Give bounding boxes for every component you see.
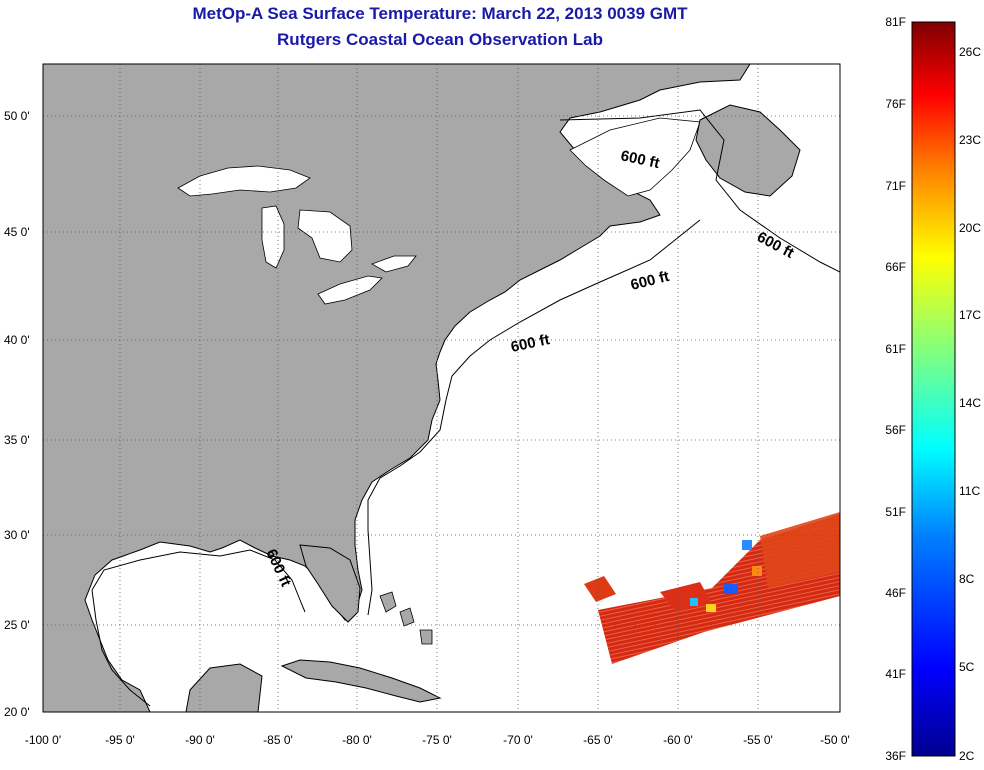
colorbar-c-label: 14C — [959, 396, 981, 410]
lat-tick-label: 50 0' — [4, 109, 30, 123]
map-title: MetOp-A Sea Surface Temperature: March 2… — [192, 4, 688, 23]
lat-tick-label: 20 0' — [4, 705, 30, 719]
colorbar-c-label: 26C — [959, 45, 981, 59]
lake-huron — [297, 209, 353, 263]
land-yucatan — [185, 663, 263, 712]
colorbar-f-label: 76F — [885, 97, 906, 111]
colorbar-f-label: 56F — [885, 423, 906, 437]
colorbar-c-label: 5C — [959, 660, 975, 674]
depth-contour-600ft — [91, 109, 840, 707]
lat-tick-label: 30 0' — [4, 528, 30, 542]
lon-tick-label: -85 0' — [263, 733, 293, 747]
lat-tick-label: 35 0' — [4, 433, 30, 447]
colorbar-c-label: 11C — [959, 484, 980, 498]
colorbar-f-label: 66F — [885, 260, 906, 274]
lon-tick-label: -70 0' — [503, 733, 533, 747]
lon-tick-label: -90 0' — [185, 733, 215, 747]
lon-tick-label: -55 0' — [743, 733, 773, 747]
map-frame — [42, 63, 841, 713]
colorbar-c-label: 8C — [959, 572, 975, 586]
colorbar-c-label: 17C — [959, 308, 981, 322]
lat-tick-label: 40 0' — [4, 333, 30, 347]
colorbar-c-label: 23C — [959, 133, 981, 147]
land-florida — [299, 544, 361, 623]
land-bahamas — [379, 591, 433, 645]
colorbar — [911, 21, 956, 757]
colorbar-f-label: 41F — [885, 667, 906, 681]
colorbar-f-label: 61F — [885, 342, 906, 356]
colorbar-f-label: 51F — [885, 505, 906, 519]
lake-ontario — [371, 255, 417, 273]
land-cuba — [280, 659, 442, 703]
graticule — [43, 64, 840, 712]
lon-tick-label: -75 0' — [422, 733, 452, 747]
lake-michigan — [261, 205, 285, 269]
colorbar-f-label: 81F — [885, 15, 906, 29]
lon-tick-label: -50 0' — [820, 733, 850, 747]
colorbar-c-label: 2C — [959, 749, 975, 763]
colorbar-c-label: 20C — [959, 221, 981, 235]
colorbar-f-label: 36F — [885, 749, 906, 763]
colorbar-f-label: 71F — [885, 179, 906, 193]
lon-tick-label: -65 0' — [583, 733, 613, 747]
map-subtitle: Rutgers Coastal Ocean Observation Lab — [277, 30, 603, 49]
lon-tick-label: -80 0' — [342, 733, 372, 747]
lon-tick-label: -60 0' — [663, 733, 693, 747]
sst-swath — [584, 512, 840, 664]
colorbar-f-label: 46F — [885, 586, 906, 600]
lat-tick-label: 25 0' — [4, 618, 30, 632]
gulf-st-lawrence — [569, 117, 701, 197]
lake-erie — [317, 275, 383, 305]
land-newfoundland — [695, 104, 801, 197]
lon-tick-label: -95 0' — [105, 733, 135, 747]
lake-superior — [177, 165, 311, 197]
lat-tick-label: 45 0' — [4, 225, 30, 239]
lon-tick-label: -100 0' — [25, 733, 61, 747]
